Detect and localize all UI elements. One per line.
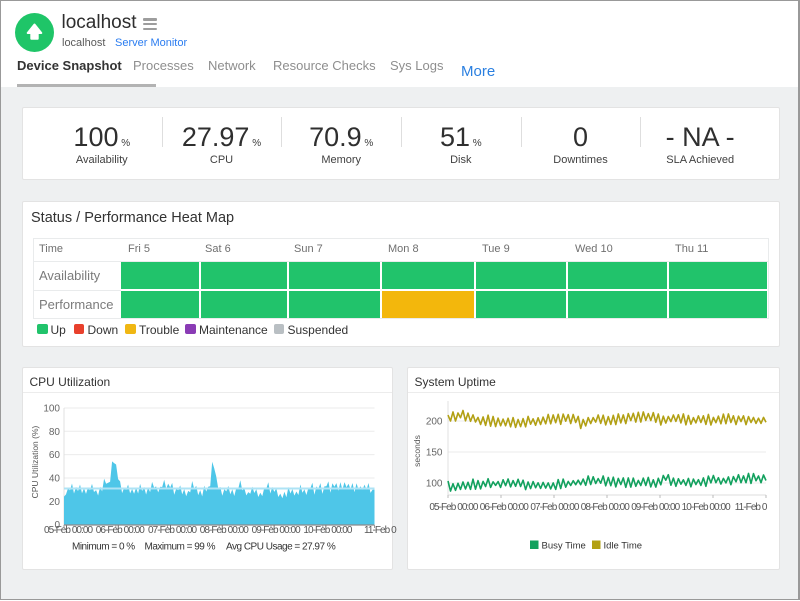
svg-text:09-Feb 00:00: 09-Feb 00:00 xyxy=(252,525,301,536)
svg-text:60: 60 xyxy=(49,450,61,461)
svg-text:06-Feb 00:00: 06-Feb 00:00 xyxy=(480,502,529,513)
svg-text:Avg CPU Usage = 27.97 %: Avg CPU Usage = 27.97 % xyxy=(226,542,336,553)
svg-text:05-Feb 00:00: 05-Feb 00:00 xyxy=(44,525,93,536)
svg-text:08-Feb 00:00: 08-Feb 00:00 xyxy=(581,502,630,513)
svg-text:Minimum = 0 %: Minimum = 0 % xyxy=(72,542,135,553)
svg-text:06-Feb 00:00: 06-Feb 00:00 xyxy=(96,525,145,536)
svg-text:100: 100 xyxy=(426,479,443,490)
svg-text:0: 0 xyxy=(54,520,60,531)
svg-text:10-Feb 00:00: 10-Feb 00:00 xyxy=(303,525,352,536)
svg-text:seconds: seconds xyxy=(412,435,422,467)
svg-text:09-Feb 00:00: 09-Feb 00:00 xyxy=(631,502,680,513)
svg-text:40: 40 xyxy=(49,474,61,485)
svg-text:150: 150 xyxy=(426,448,443,459)
svg-text:20: 20 xyxy=(49,497,61,508)
svg-text:05-Feb 00:00: 05-Feb 00:00 xyxy=(429,502,478,513)
svg-text:Idle Time: Idle Time xyxy=(604,541,643,552)
svg-text:CPU Utilization (%): CPU Utilization (%) xyxy=(30,425,40,498)
svg-text:Busy Time: Busy Time xyxy=(542,541,586,552)
svg-text:Maximum = 99 %: Maximum = 99 % xyxy=(145,542,216,553)
svg-text:07-Feb 00:00: 07-Feb 00:00 xyxy=(148,525,197,536)
svg-text:80: 80 xyxy=(49,427,61,438)
svg-text:200: 200 xyxy=(426,417,443,428)
svg-text:08-Feb 00:00: 08-Feb 00:00 xyxy=(200,525,249,536)
svg-text:07-Feb 00:00: 07-Feb 00:00 xyxy=(530,502,579,513)
svg-text:100: 100 xyxy=(43,404,60,415)
svg-text:11-Feb 0: 11-Feb 0 xyxy=(735,502,768,513)
svg-text:11-Feb 0: 11-Feb 0 xyxy=(364,525,397,536)
svg-text:10-Feb 00:00: 10-Feb 00:00 xyxy=(682,502,731,513)
